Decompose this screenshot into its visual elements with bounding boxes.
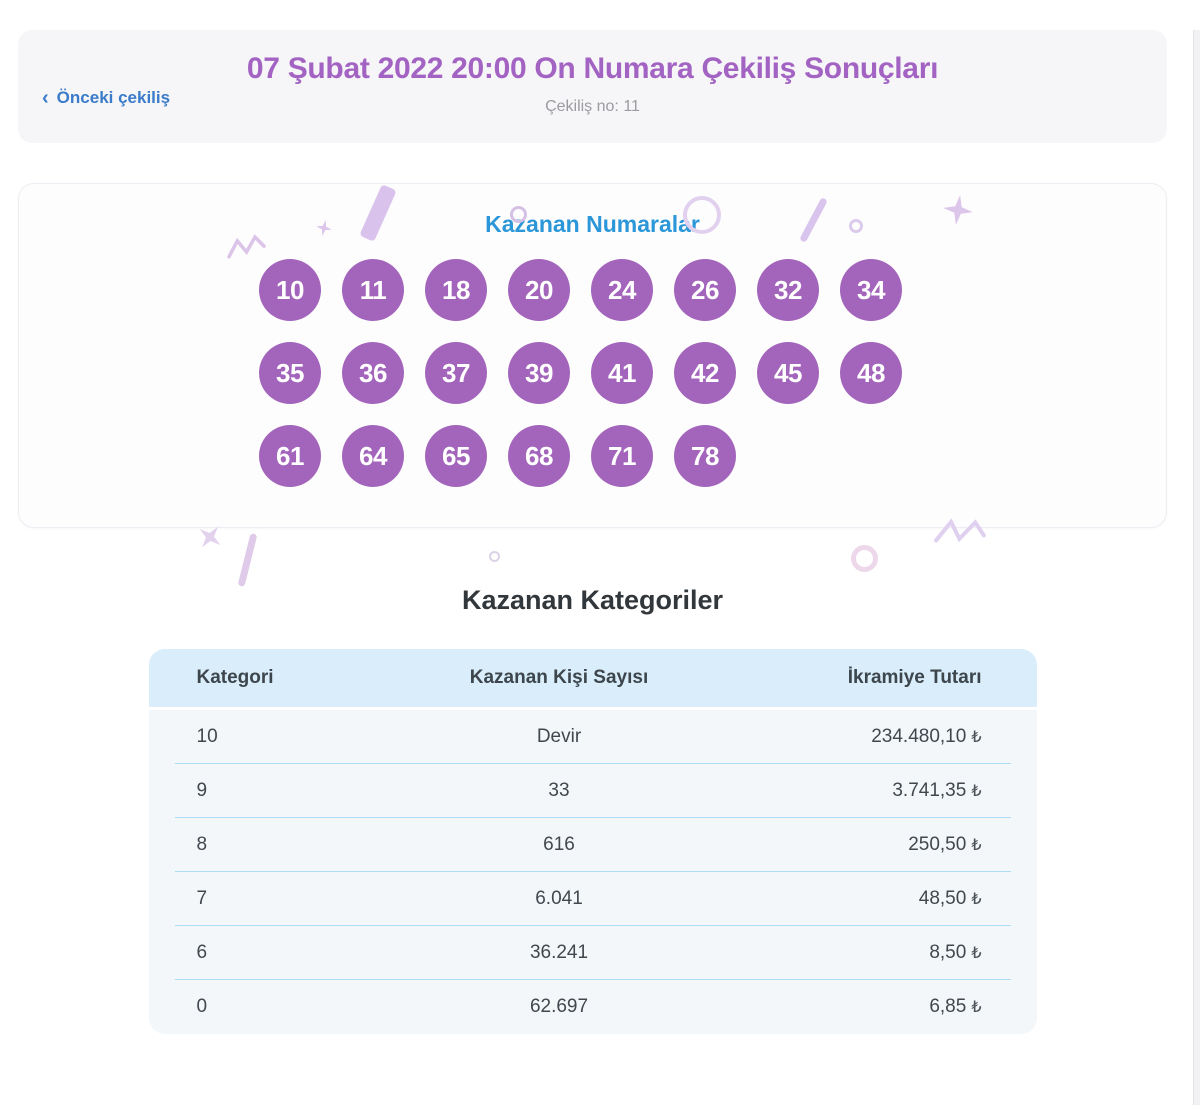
- lira-symbol-icon: ₺: [971, 729, 982, 746]
- prize-amount: 8,50: [929, 942, 967, 963]
- chevron-left-icon: ‹: [42, 87, 49, 109]
- prize-cell: 3.741,35 ₺: [892, 780, 981, 802]
- categories-table: Kategori Kazanan Kişi Sayısı İkramiye Tu…: [148, 649, 1037, 1034]
- winning-number-ball: 65: [425, 425, 487, 487]
- column-header-category: Kategori: [196, 667, 274, 688]
- winning-number-ball: 48: [840, 342, 902, 404]
- winners-cell: 62.697: [529, 996, 589, 1017]
- category-cell: 9: [196, 780, 208, 801]
- winning-number-ball: 11: [342, 259, 404, 321]
- winning-number-ball: 68: [508, 425, 570, 487]
- previous-draw-link[interactable]: ‹ Önceki çekiliş: [42, 88, 170, 108]
- prize-cell: 250,50 ₺: [908, 834, 981, 856]
- scrollbar[interactable]: [1193, 30, 1200, 1105]
- category-cell: 8: [196, 834, 208, 855]
- winning-number-ball: 20: [508, 259, 570, 321]
- page-title: 07 Şubat 2022 20:00 On Numara Çekiliş So…: [246, 52, 939, 85]
- winning-number-ball: 34: [840, 259, 902, 321]
- category-cell: 10: [196, 726, 218, 747]
- table-row: 8 616 250,50 ₺: [149, 818, 1037, 872]
- lira-symbol-icon: ₺: [971, 837, 982, 854]
- winning-number-ball: 45: [757, 342, 819, 404]
- winning-numbers-section: Kazanan Numaralar 10 11 18 20 24 26 32 34 35 36 37…: [18, 183, 1167, 588]
- table-row: 7 6.041 48,50 ₺: [149, 872, 1037, 926]
- winning-numbers-grid: 10 11 18 20 24 26 32 34 35 36 37 39 41 42 45 48 61 64 65 68…: [19, 238, 1166, 487]
- draw-number-label: Çekiliş no: 11: [545, 98, 640, 115]
- lira-symbol-icon: ₺: [971, 945, 982, 962]
- winning-number-ball: 36: [342, 342, 404, 404]
- winning-number-ball: 42: [674, 342, 736, 404]
- lira-symbol-icon: ₺: [971, 891, 982, 908]
- winning-numbers-row: 10 11 18 20 24 26 32 34: [259, 259, 1166, 321]
- prize-amount: 48,50: [918, 888, 967, 909]
- confetti-line-icon: [237, 532, 258, 588]
- prize-cell: 8,50 ₺: [929, 942, 981, 964]
- confetti-circle-icon: [489, 551, 500, 562]
- winning-numbers-title: Kazanan Numaralar: [485, 211, 700, 237]
- winning-numbers-row: 61 64 65 68 71 78: [259, 425, 1166, 487]
- winning-number-ball: 10: [259, 259, 321, 321]
- prize-cell: 48,50 ₺: [919, 888, 982, 910]
- winning-number-ball: 35: [259, 342, 321, 404]
- table-row: 9 33 3.741,35 ₺: [149, 764, 1037, 818]
- winning-number-ball: 61: [259, 425, 321, 487]
- prize-amount: 3.741,35: [892, 780, 967, 801]
- winning-number-ball: 18: [425, 259, 487, 321]
- lira-symbol-icon: ₺: [971, 783, 982, 800]
- table-row: 6 36.241 8,50 ₺: [149, 926, 1037, 980]
- table-row: 10 Devir 234.480,10 ₺: [149, 710, 1037, 764]
- table-body: 10 Devir 234.480,10 ₺ 9 33 3.741,35 ₺ 8 616 250,50…: [148, 707, 1037, 1034]
- winning-number-ball: 64: [342, 425, 404, 487]
- prize-amount: 234.480,10: [871, 726, 967, 747]
- winners-cell: 33: [548, 780, 570, 801]
- winning-number-ball: 39: [508, 342, 570, 404]
- winners-cell: Devir: [536, 726, 582, 747]
- page-content: ‹ Önceki çekiliş 07 Şubat 2022 20:00 On …: [18, 30, 1167, 1034]
- categories-title: Kazanan Kategoriler: [461, 585, 724, 615]
- lira-symbol-icon: ₺: [971, 999, 982, 1016]
- draw-header-card: ‹ Önceki çekiliş 07 Şubat 2022 20:00 On …: [18, 30, 1167, 143]
- winning-numbers-card: Kazanan Numaralar 10 11 18 20 24 26 32 34 35 36 37…: [18, 183, 1167, 528]
- category-cell: 7: [196, 888, 208, 909]
- winning-number-ball: 32: [757, 259, 819, 321]
- prize-amount: 250,50: [908, 834, 967, 855]
- winning-number-ball: 24: [591, 259, 653, 321]
- prize-cell: 6,85 ₺: [929, 996, 981, 1018]
- table-row: 0 62.697 6,85 ₺: [149, 980, 1037, 1034]
- winning-numbers-row: 35 36 37 39 41 42 45 48: [259, 342, 1166, 404]
- previous-draw-label: Önceki çekiliş: [56, 88, 171, 107]
- table-header: Kategori Kazanan Kişi Sayısı İkramiye Tu…: [148, 649, 1037, 707]
- winning-number-ball: 26: [674, 259, 736, 321]
- category-cell: 6: [196, 942, 208, 963]
- winning-number-ball: 37: [425, 342, 487, 404]
- winners-cell: 36.241: [529, 942, 589, 963]
- prize-amount: 6,85: [929, 996, 967, 1017]
- column-header-winners: Kazanan Kişi Sayısı: [469, 667, 649, 688]
- winning-number-ball: 71: [591, 425, 653, 487]
- winning-number-ball: 78: [674, 425, 736, 487]
- confetti-circle-icon: [851, 545, 878, 572]
- winners-cell: 616: [543, 834, 575, 855]
- winning-number-ball: 41: [591, 342, 653, 404]
- column-header-prize: İkramiye Tutarı: [847, 667, 982, 688]
- prize-cell: 234.480,10 ₺: [871, 726, 981, 748]
- category-cell: 0: [196, 996, 208, 1017]
- winners-cell: 6.041: [535, 888, 583, 909]
